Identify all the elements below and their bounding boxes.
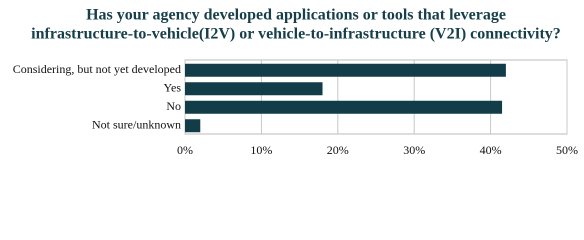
- x-tick-label: 20%: [327, 143, 349, 157]
- x-tick-label: 30%: [403, 143, 425, 157]
- y-tick-label: Yes: [164, 81, 182, 95]
- bar: [185, 63, 506, 77]
- chart-title: Has your agency developed applications o…: [86, 7, 506, 24]
- x-tick-label: 10%: [250, 143, 272, 157]
- bar: [185, 119, 201, 133]
- bar: [185, 100, 503, 114]
- bar: [185, 82, 323, 96]
- x-tick-label: 40%: [480, 143, 502, 157]
- chart-title: infrastructure-to-vehicle(I2V) or vehicl…: [31, 26, 561, 43]
- x-tick-label: 0%: [177, 143, 193, 157]
- x-tick-label: 50%: [556, 143, 578, 157]
- chart: Has your agency developed applications o…: [13, 7, 578, 157]
- y-tick-label: Not sure/unknown: [92, 118, 181, 132]
- y-tick-label: No: [166, 99, 181, 113]
- y-tick-label: Considering, but not yet developed: [13, 62, 181, 76]
